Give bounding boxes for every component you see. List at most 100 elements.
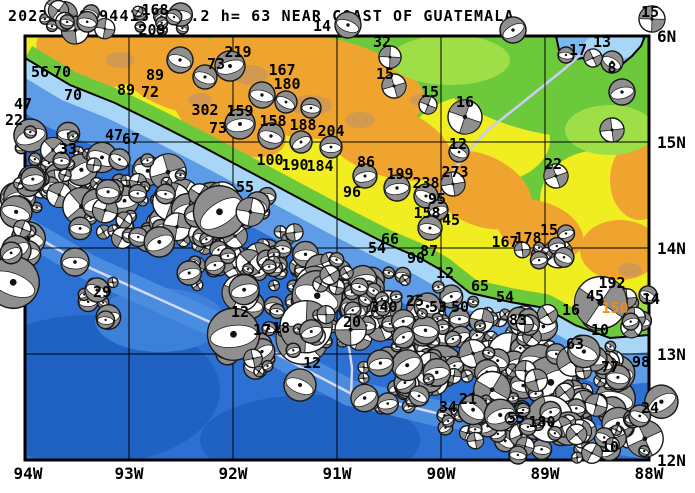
focal-mechanism-ball [444,330,462,348]
focal-mechanism-ball [556,224,576,243]
depth-label: 86 [357,153,375,171]
depth-label: 54 [496,288,514,306]
focal-mechanism-ball [638,444,651,458]
focal-mechanism-ball [300,97,322,119]
focal-mechanism-ball [391,325,416,349]
lat-label: 6N [657,27,676,46]
depth-label: 16 [456,93,474,111]
focal-mechanism-ball [352,163,378,189]
focal-mechanism-ball [191,278,204,292]
focal-mechanism-ball [417,215,443,241]
depth-label: 70 [64,86,82,104]
focal-mechanism-ball [59,14,75,30]
depth-label: 190 [281,156,308,174]
focal-mechanism-ball [273,239,293,259]
depth-label: 47 [14,95,32,113]
depth-label: 238 [412,174,439,192]
depth-label: 12 [436,264,454,282]
focal-mechanism-ball [539,400,562,424]
lon-label: 92W [219,464,248,483]
focal-mechanism-ball [515,402,531,418]
focal-mechanism-ball [381,73,407,99]
focal-mechanism-ball [269,303,286,320]
focal-mechanism-ball [224,108,256,140]
latitude-labels: 6N 15N 14N 13N 12N [657,27,686,470]
depth-label: 24 [641,399,659,417]
focal-mechanism-ball [128,183,148,204]
focal-mechanism-ball [439,284,464,309]
focal-mechanism-ball [285,223,304,242]
focal-mechanisms-layer [0,0,679,465]
depth-label: 184 [306,157,333,175]
depth-label: 13 [593,33,611,51]
focal-mechanism-ball [45,20,59,33]
focal-mechanism-ball [391,349,424,382]
focal-mechanism-ball [241,263,255,276]
depth-label: 53 [429,298,447,316]
depth-label: 50 [451,298,469,316]
depth-label: 72 [141,83,159,101]
depth-label: 70 [53,63,71,81]
focal-mechanism-ball [457,394,489,426]
lat-label: 14N [657,239,686,258]
focal-mechanism-ball [553,246,575,268]
depth-label: 77 [601,358,619,376]
focal-mechanism-ball [174,169,187,181]
depth-label: 178 [514,229,541,247]
lat-label: 12N [657,451,686,470]
depth-label: 14 [313,17,331,35]
depth-label: 73 [207,55,225,73]
focal-mechanism-ball [473,319,487,333]
focal-mechanism-ball [529,250,549,270]
depth-label: 168 [141,1,168,19]
focal-mechanism-ball [599,117,625,143]
focal-mechanism-ball [555,382,575,403]
focal-mechanism-ball [610,424,623,436]
depth-label: 15 [540,221,558,239]
focal-mechanism-ball [499,308,511,320]
depth-label: 150 [601,299,628,317]
focal-mechanism-ball [298,319,324,344]
focal-mechanism-ball [58,168,72,183]
focal-mechanism-ball [604,437,620,453]
focal-mechanism-ball [192,64,218,90]
focal-mechanism-ball [536,303,559,326]
focal-mechanism-ball [557,46,575,64]
depth-label: 15 [641,3,659,21]
focal-mechanism-ball [108,148,131,171]
depth-label: 22 [5,111,23,129]
focal-mechanism-ball [543,163,569,189]
focal-mechanism-ball [625,419,664,458]
depth-label: 54 [368,239,386,257]
focal-mechanism-ball [228,274,260,306]
depth-label: 32 [373,33,391,51]
depth-label: 67 [122,130,140,148]
depth-label: 219 [224,43,251,61]
depth-label: 17 [569,41,587,59]
focal-mechanism-ball [165,8,183,26]
focal-mechanism-ball [567,334,601,369]
longitude-labels: 94W 93W 92W 91W 90W 89W 88W [14,464,664,483]
depth-label: 25 [406,292,424,310]
focal-mechanism-ball [289,130,313,154]
depth-label: 158 [259,112,286,130]
focal-mechanism-ball [378,45,402,69]
focal-mechanism-ball [431,280,445,294]
focal-mechanism-ball [513,241,531,259]
focal-mechanism-ball [467,295,480,308]
focal-mechanism-ball [261,259,277,275]
depth-label: 96 [343,183,361,201]
focal-mechanism-ball [328,251,345,268]
focal-mechanism-ball [285,342,302,359]
focal-mechanism-ball [604,340,617,353]
focal-mechanism-ball [95,224,112,240]
depth-label: 167 [268,61,295,79]
depth-label: 204 [317,122,344,140]
lon-label: 90W [427,464,456,483]
focal-mechanism-ball [447,99,483,135]
depth-label: 100 [256,151,283,169]
depth-label: 89 [117,81,135,99]
lon-label: 94W [14,464,43,483]
